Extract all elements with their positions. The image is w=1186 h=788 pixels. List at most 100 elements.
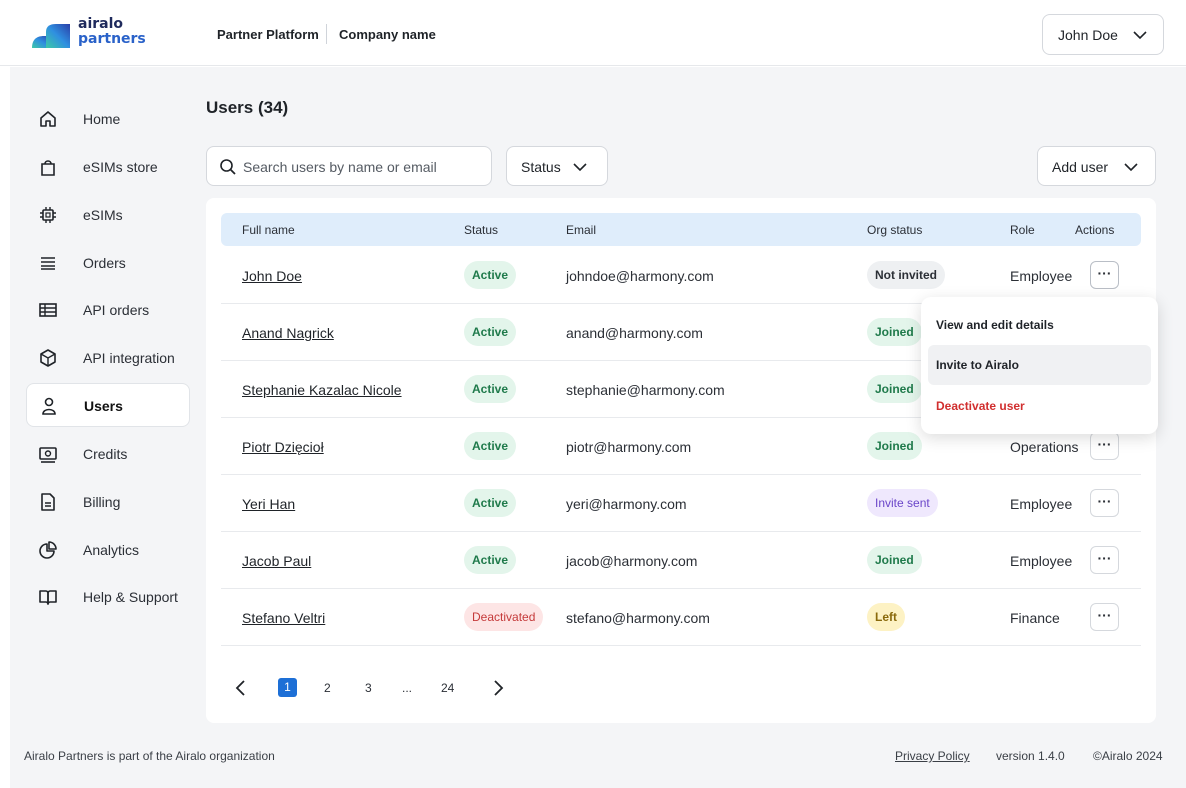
status-badge: Active	[464, 375, 517, 403]
row-actions-button[interactable]: ···	[1090, 603, 1119, 631]
privacy-policy-link[interactable]: Privacy Policy	[895, 749, 970, 763]
sidebar-item-help-support[interactable]: Help & Support	[26, 575, 190, 619]
user-name-link[interactable]: Yeri Han	[242, 496, 296, 512]
sidebar-item-label: Analytics	[83, 542, 140, 558]
sidebar-item-credits[interactable]: Credits	[26, 432, 190, 476]
page-button-3[interactable]: 3	[365, 681, 372, 695]
cube-icon	[40, 349, 56, 367]
sidebar-item-esims-store[interactable]: eSIMs store	[26, 145, 190, 189]
status-badge: Active	[464, 432, 517, 460]
logo-wordmark: airalo partners	[78, 16, 146, 47]
sidebar-item-esims[interactable]: eSIMs	[26, 193, 190, 237]
table-row: John Doe Active johndoe@harmony.com Not …	[221, 247, 1141, 304]
status-badge: Deactivated	[464, 603, 544, 631]
book-icon	[39, 590, 57, 605]
row-actions-button[interactable]: ···	[1090, 261, 1119, 289]
page-button-24[interactable]: 24	[441, 681, 455, 695]
sidebar-item-users[interactable]: Users	[26, 383, 190, 427]
user-menu-button[interactable]: John Doe	[1042, 14, 1164, 55]
user-email: stephanie@harmony.com	[566, 382, 725, 398]
column-header-email[interactable]: Email	[566, 223, 597, 237]
airalo-partners-logo[interactable]: airalo partners	[30, 16, 150, 52]
add-user-button[interactable]: Add user	[1037, 146, 1156, 186]
user-name-link[interactable]: Piotr Dzięcioł	[242, 439, 324, 455]
table-row: Stephanie Kazalac Nicole Active stephani…	[221, 361, 1141, 418]
chevron-right-icon[interactable]	[489, 678, 507, 698]
pie-chart-icon	[39, 541, 57, 559]
row-actions-button[interactable]: ···	[1090, 489, 1119, 517]
column-header-full-name[interactable]: Full name	[242, 223, 295, 237]
sidebar-item-label: eSIMs	[83, 207, 123, 223]
user-email: stefano@harmony.com	[566, 610, 710, 626]
status-filter-dropdown[interactable]: Status	[506, 146, 608, 186]
user-role: Employee	[1010, 496, 1073, 512]
sidebar-item-label: Billing	[83, 494, 121, 510]
chevron-down-icon	[1133, 31, 1147, 40]
sidebar-item-analytics[interactable]: Analytics	[26, 528, 190, 572]
sidebar-item-api-orders[interactable]: API orders	[26, 288, 190, 332]
page-button-2[interactable]: 2	[324, 681, 331, 695]
sidebar-item-orders[interactable]: Orders	[26, 241, 190, 285]
menu-item-invite-to-airalo[interactable]: Invite to Airalo	[928, 345, 1151, 385]
column-header-role[interactable]: Role	[1010, 223, 1035, 237]
company-name: Company name	[339, 27, 436, 42]
sidebar-item-api-integration[interactable]: API integration	[26, 336, 190, 380]
table-header: Full name Status Email Org status Role A…	[221, 213, 1141, 246]
version-text: version 1.4.0	[996, 749, 1065, 763]
user-email: johndoe@harmony.com	[566, 268, 714, 284]
chip-icon	[40, 207, 56, 223]
menu-item-label: Deactivate user	[936, 399, 1025, 413]
user-icon	[42, 397, 56, 415]
status-filter-label: Status	[521, 159, 561, 175]
page-ellipsis: ...	[402, 681, 413, 695]
sidebar-item-label: API orders	[83, 302, 150, 318]
org-status-badge: Joined	[867, 546, 922, 574]
chevron-down-icon	[573, 163, 587, 172]
row-actions-button[interactable]: ···	[1090, 432, 1119, 460]
user-email: anand@harmony.com	[566, 325, 703, 341]
header-divider	[326, 24, 327, 44]
chevron-down-icon	[1124, 163, 1138, 172]
user-name-link[interactable]: Stefano Veltri	[242, 610, 326, 626]
org-status-badge: Not invited	[867, 261, 945, 289]
page-title: Users (34)	[206, 98, 289, 117]
user-role: Employee	[1010, 553, 1073, 569]
menu-item-label: View and edit details	[936, 318, 1054, 332]
column-header-actions: Actions	[1075, 223, 1115, 237]
sidebar-item-label: Users	[84, 398, 123, 414]
sidebar-item-billing[interactable]: Billing	[26, 480, 190, 524]
sidebar-item-label: Home	[83, 111, 121, 127]
status-badge: Active	[464, 261, 517, 289]
sidebar-item-home[interactable]: Home	[26, 97, 190, 141]
platform-name: Partner Platform	[217, 27, 319, 42]
user-name-link[interactable]: Anand Nagrick	[242, 325, 334, 341]
user-name: John Doe	[1058, 27, 1118, 43]
copyright-text: ©Airalo 2024	[1093, 749, 1163, 763]
search-input[interactable]	[243, 156, 483, 178]
column-header-status[interactable]: Status	[464, 223, 499, 237]
cash-icon	[39, 447, 57, 463]
page-button-1[interactable]: 1	[278, 678, 297, 697]
user-email: piotr@harmony.com	[566, 439, 692, 455]
user-name-link[interactable]: John Doe	[242, 268, 302, 284]
org-status-badge: Joined	[867, 432, 922, 460]
footer-organization-text: Airalo Partners is part of the Airalo or…	[24, 749, 275, 763]
menu-item-deactivate-user[interactable]: Deactivate user	[928, 386, 1151, 426]
chevron-left-icon[interactable]	[232, 678, 250, 698]
table-row: Piotr Dzięcioł Active piotr@harmony.com …	[221, 418, 1141, 475]
org-status-badge: Joined	[867, 318, 922, 346]
search-icon	[220, 159, 236, 175]
menu-item-view-edit-details[interactable]: View and edit details	[928, 305, 1151, 345]
user-name-link[interactable]: Jacob Paul	[242, 553, 312, 569]
row-actions-button[interactable]: ···	[1090, 546, 1119, 574]
table-row: Jacob Paul Active jacob@harmony.com Join…	[221, 532, 1141, 589]
sidebar-item-label: API integration	[83, 350, 175, 366]
user-role: Operations	[1010, 439, 1079, 455]
user-name-link[interactable]: Stephanie Kazalac Nicole	[242, 382, 402, 398]
org-status-badge: Joined	[867, 375, 922, 403]
shopping-bag-icon	[41, 160, 55, 176]
column-header-org-status[interactable]: Org status	[867, 223, 923, 237]
menu-item-label: Invite to Airalo	[936, 358, 1019, 372]
search-box[interactable]	[206, 146, 492, 186]
sidebar-item-label: Help & Support	[83, 589, 178, 605]
